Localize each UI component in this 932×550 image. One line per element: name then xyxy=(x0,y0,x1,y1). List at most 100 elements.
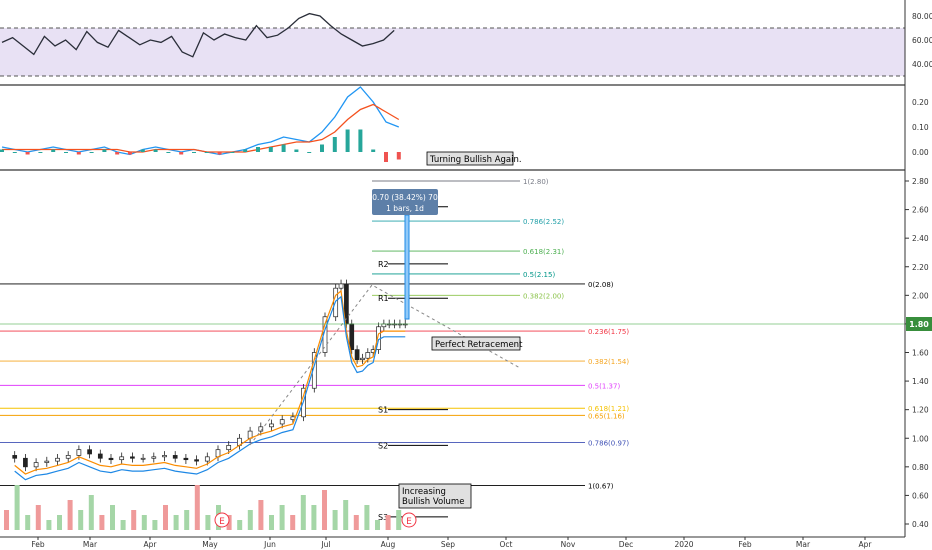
macd-histogram-bar xyxy=(217,152,222,155)
macd-histogram-bar xyxy=(25,152,30,155)
price-axis: 2.80 2.60 2.40 2.20 2.00 1.80 1.60 1.40 1.20 1.00… xyxy=(905,12,932,529)
macd-histogram-bar xyxy=(294,149,299,152)
measure-label-box xyxy=(372,189,438,215)
macd-histogram-bar xyxy=(230,152,235,153)
fib-level-label: 0.5(1.37) xyxy=(588,382,620,390)
price-tick-label: 1.00 xyxy=(912,434,929,443)
candle-body xyxy=(130,456,135,459)
fib-level-label: 0.382(2.00) xyxy=(523,292,564,300)
volume-bar xyxy=(385,515,391,530)
candle-body xyxy=(44,460,50,463)
rsi-tick-label: 60.00 xyxy=(912,36,932,45)
annotation-box xyxy=(431,336,521,351)
macd-histogram-bar xyxy=(115,152,120,155)
volume-bar xyxy=(67,500,73,530)
macd-histogram-bar xyxy=(332,137,337,152)
macd-histogram-bar xyxy=(76,152,81,155)
candle-body xyxy=(183,457,189,461)
price-tick-label: 1.20 xyxy=(912,406,929,415)
time-tick-label: Feb xyxy=(738,540,752,549)
macd-histogram-bar xyxy=(281,144,286,152)
macd-histogram-bar xyxy=(384,152,388,162)
pivot-label: S2 xyxy=(378,441,388,450)
volume-bar xyxy=(396,510,402,530)
macd-histogram-bar xyxy=(128,152,132,155)
price-tick-label: 2.40 xyxy=(912,234,929,243)
volume-bar xyxy=(300,495,306,530)
volume-bar xyxy=(343,500,349,530)
volume-bar xyxy=(35,505,41,530)
macd-histogram-bar xyxy=(102,149,107,152)
fib-level-label: 0.382(1.54) xyxy=(588,358,629,366)
fib-level-label: 1(0.67) xyxy=(588,482,614,490)
candle-body xyxy=(65,455,71,459)
last-price-label: 1.80 xyxy=(909,320,929,329)
volume-bar xyxy=(57,515,62,530)
candle-body xyxy=(12,455,18,459)
time-tick-label: Mar xyxy=(796,540,811,549)
time-tick-label: Jun xyxy=(263,540,276,549)
fib-levels: 1(2.80) 0.786(2.52) 0.618(2.31) 0.5(2.15) 0.… xyxy=(0,178,629,490)
volume-bar xyxy=(258,500,264,530)
volume-bar xyxy=(279,505,285,530)
price-candles xyxy=(12,279,408,472)
price-tick-label: 0.80 xyxy=(912,463,929,472)
price-tick-label: 0.60 xyxy=(912,491,929,500)
price-tick-label: 2.60 xyxy=(912,206,929,215)
time-tick-label: 2020 xyxy=(674,540,693,549)
time-tick-label: Apr xyxy=(144,540,158,549)
macd-line xyxy=(1,86,400,156)
moving-average-line xyxy=(14,289,406,475)
volume-bar xyxy=(184,510,190,530)
fib-level-label: 0(2.08) xyxy=(588,281,614,289)
candle-body xyxy=(204,456,210,462)
volume-bar xyxy=(332,510,338,530)
volume-bar xyxy=(247,510,253,530)
measure-bar xyxy=(404,214,410,320)
fib-level-label: 0.5(2.15) xyxy=(523,271,555,279)
pivot-label: R2 xyxy=(378,260,389,269)
candle-body xyxy=(354,349,360,360)
time-tick-label: Dec xyxy=(619,540,634,549)
volume-bar xyxy=(237,520,243,530)
earnings-marker-label: E xyxy=(219,517,225,527)
volume-bar xyxy=(364,505,370,530)
measure-label-line2: 1 bars, 1d xyxy=(386,204,424,213)
candle-body xyxy=(162,455,167,458)
earnings-marker[interactable]: E xyxy=(401,512,417,528)
volume-bar xyxy=(311,505,317,530)
macd-tick-label: 0.10 xyxy=(912,123,929,132)
candle-body xyxy=(108,457,114,461)
macd-panel xyxy=(0,86,401,162)
time-axis: Feb Mar Apr May Jun Jul Aug Sep Oct Nov Dec 2020 Feb… xyxy=(31,537,872,549)
fib-level-label: 0.618(2.31) xyxy=(523,248,564,256)
time-tick-label: Sep xyxy=(441,540,455,549)
pivot-label: S1 xyxy=(378,406,388,415)
annotation-box xyxy=(426,151,514,166)
macd-histogram-bar xyxy=(192,152,196,153)
price-tick-label: 0.40 xyxy=(912,520,929,529)
candle-body xyxy=(349,323,355,350)
time-tick-label: Aug xyxy=(381,540,396,549)
volume-bar xyxy=(88,495,94,530)
macd-histogram-bar xyxy=(243,149,248,152)
price-tick-label: 1.60 xyxy=(912,349,929,358)
fib-level-label: 0.786(2.52) xyxy=(523,218,564,226)
macd-histogram-bar xyxy=(371,149,376,152)
macd-tick-label: 0.00 xyxy=(912,148,929,157)
candle-body xyxy=(194,459,199,462)
volume-bar xyxy=(4,510,9,530)
annotation-increasing-volume: Increasing Bullish Volume xyxy=(402,487,464,507)
macd-histogram-bar xyxy=(256,147,260,152)
time-tick-label: Jul xyxy=(320,540,330,549)
rsi-tick-label: 80.00 xyxy=(912,12,932,21)
macd-histogram-bar xyxy=(140,149,145,152)
candle-body xyxy=(269,423,274,428)
rsi-panel xyxy=(0,12,905,77)
candle-body xyxy=(151,456,157,459)
volume-bar xyxy=(226,515,232,530)
trend-dashed-line xyxy=(249,284,521,446)
earnings-marker[interactable]: E xyxy=(214,512,230,528)
earnings-marker-label: E xyxy=(406,517,412,527)
